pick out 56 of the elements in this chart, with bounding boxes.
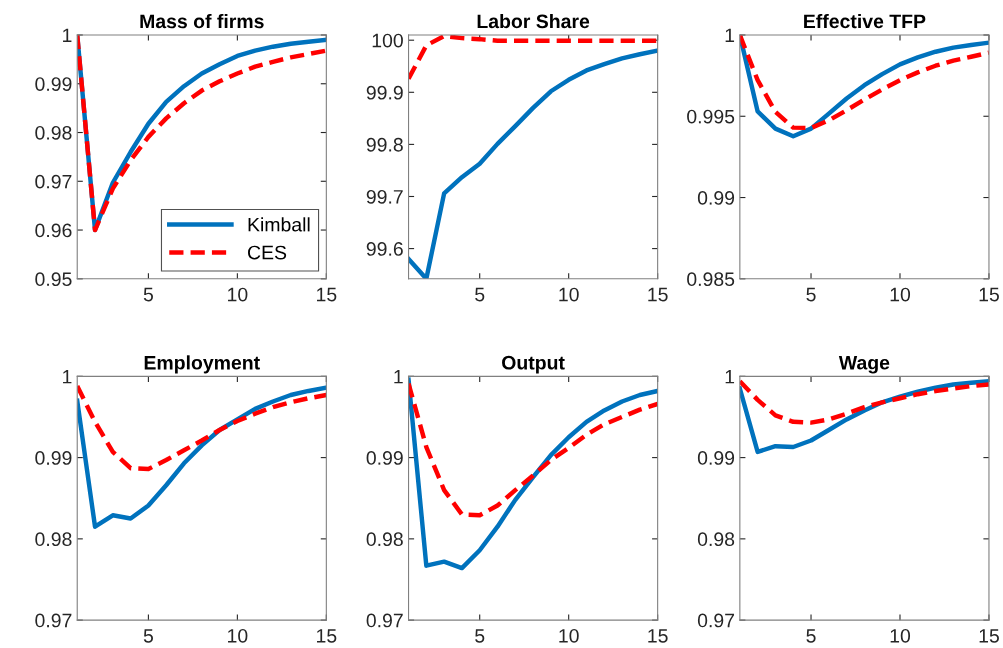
y-tick-label: 99.8 bbox=[366, 137, 403, 152]
chart-title: Effective TFP bbox=[804, 13, 926, 29]
y-tick-label: 0.97 bbox=[35, 174, 72, 189]
x-tick-label: 5 bbox=[143, 629, 153, 643]
y-tick-label: 100 bbox=[372, 33, 403, 48]
y-tick-label: 1 bbox=[725, 369, 735, 384]
x-tick-label: 5 bbox=[143, 287, 153, 302]
chart-title: Wage bbox=[838, 356, 890, 374]
x-tick-label: 10 bbox=[559, 287, 579, 302]
y-tick-label: 1 bbox=[394, 369, 403, 384]
y-tick-label: 0.99 bbox=[35, 451, 72, 465]
x-tick-label: 10 bbox=[890, 287, 911, 302]
y-tick-label: 0.995 bbox=[687, 109, 735, 124]
y-tick-label: 99.7 bbox=[366, 189, 403, 204]
x-tick-label: 15 bbox=[979, 629, 999, 643]
x-tick-label: 5 bbox=[475, 287, 485, 302]
x-tick-label: 5 bbox=[475, 629, 485, 643]
y-tick-label: 99.9 bbox=[366, 85, 403, 100]
y-tick-label: 0.99 bbox=[697, 191, 735, 205]
chart-title: Employment bbox=[144, 355, 260, 374]
x-tick-label: 10 bbox=[228, 287, 248, 302]
y-tick-label: 1 bbox=[63, 369, 72, 384]
y-tick-label: 0.97 bbox=[697, 613, 735, 628]
x-tick-label: 5 bbox=[806, 287, 816, 302]
x-tick-label: 15 bbox=[648, 629, 668, 643]
line-series bbox=[77, 383, 327, 472]
legend-label: Kimball bbox=[248, 217, 310, 232]
x-tick-label: 15 bbox=[648, 287, 668, 302]
y-tick-label: 0.95 bbox=[35, 272, 72, 287]
x-tick-label: 15 bbox=[317, 287, 337, 302]
y-tick-label: 0.97 bbox=[35, 613, 72, 628]
y-tick-label: 1 bbox=[725, 28, 735, 43]
y-tick-label: 0.99 bbox=[697, 451, 735, 465]
chart-title: Output bbox=[502, 355, 565, 374]
x-tick-label: 10 bbox=[228, 628, 248, 643]
line-series bbox=[408, 381, 658, 518]
x-tick-label: 5 bbox=[806, 629, 816, 643]
y-tick-label: 99.6 bbox=[366, 242, 403, 256]
x-tick-label: 15 bbox=[317, 629, 337, 643]
chart-title: Mass of firms bbox=[140, 13, 264, 29]
y-tick-label: 0.96 bbox=[35, 223, 72, 238]
y-tick-label: 0.97 bbox=[366, 613, 403, 628]
x-tick-label: 15 bbox=[979, 287, 999, 302]
x-tick-label: 10 bbox=[890, 628, 911, 643]
y-tick-label: 0.99 bbox=[366, 451, 403, 465]
legend-label: CES bbox=[248, 245, 287, 260]
chart-title: Labor Share bbox=[477, 13, 590, 29]
line-series bbox=[77, 385, 327, 529]
x-tick-label: 10 bbox=[559, 628, 579, 643]
y-tick-label: 0.98 bbox=[35, 125, 72, 140]
y-tick-label: 0.98 bbox=[35, 532, 72, 547]
y-tick-label: 0.98 bbox=[697, 532, 735, 547]
y-tick-label: 0.99 bbox=[35, 77, 72, 91]
y-tick-label: 0.98 bbox=[366, 532, 403, 547]
y-tick-label: 1 bbox=[63, 28, 72, 43]
y-tick-label: 0.985 bbox=[687, 272, 735, 287]
